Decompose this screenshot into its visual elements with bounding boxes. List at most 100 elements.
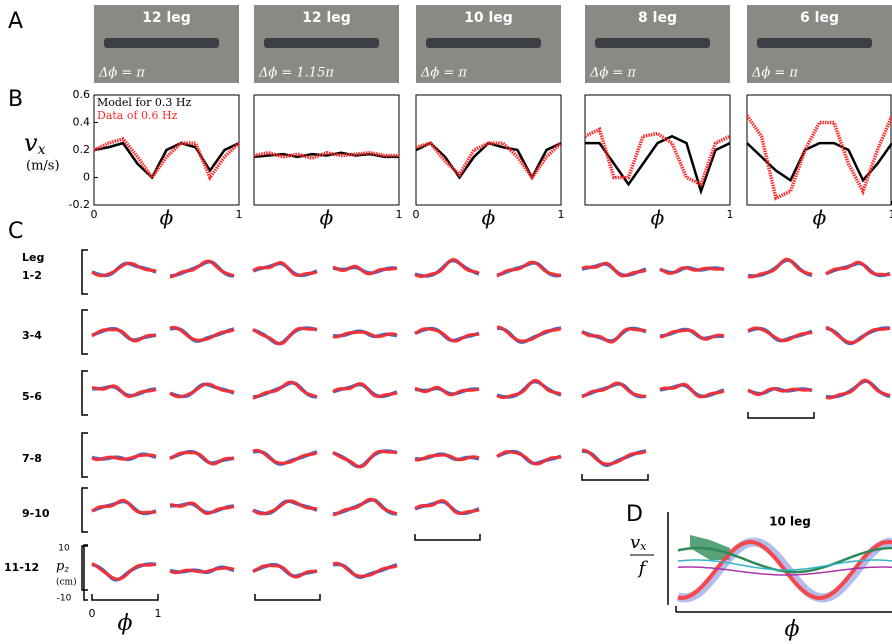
- trace: [581, 448, 647, 466]
- trace: [659, 266, 724, 276]
- symbol: v: [24, 129, 38, 157]
- robot: [104, 38, 219, 48]
- symbol: p: [56, 559, 65, 574]
- x-tick-label: 0: [91, 208, 98, 221]
- trace: [414, 498, 480, 516]
- y-tick-label: 0.4: [73, 116, 91, 129]
- series-line: [585, 134, 731, 196]
- trace: [414, 453, 480, 462]
- row-label: 9-10: [22, 507, 50, 520]
- y-axis-unit: (m/s): [26, 159, 60, 174]
- row-bracket: [81, 309, 88, 355]
- y-tick-label: -0.2: [69, 198, 90, 211]
- trace: [825, 378, 891, 400]
- y-tick-label: 0: [83, 171, 90, 184]
- subscript: z: [63, 565, 69, 575]
- trace: [414, 385, 480, 397]
- y-tick-label: 0.2: [73, 143, 91, 156]
- trace: [747, 326, 813, 343]
- y-tick-label: 10: [58, 544, 70, 554]
- plot-frame: [253, 94, 400, 206]
- row-bracket: [81, 487, 88, 533]
- axis-bracket: [83, 544, 88, 601]
- trace: [252, 380, 318, 400]
- panel-label: A: [8, 9, 23, 34]
- photo-title: 10 leg: [464, 10, 513, 26]
- trace: [496, 378, 562, 400]
- scale-bar: [254, 594, 321, 601]
- series-line: [253, 151, 399, 159]
- y-tick-label: 0.6: [73, 88, 91, 101]
- row-bracket: [81, 545, 88, 591]
- robot: [757, 38, 872, 48]
- trace: [414, 327, 480, 343]
- scale-bar: [91, 594, 159, 601]
- trace: [825, 260, 891, 277]
- trace: [170, 501, 235, 515]
- trace: [169, 325, 235, 342]
- series-line: [746, 141, 892, 183]
- trace: [825, 325, 891, 345]
- x-axis-label: ϕ: [651, 206, 665, 230]
- y-axis-label: vx: [24, 129, 46, 159]
- photo-title: 12 leg: [142, 10, 191, 26]
- legend-entry: Data of 0.6 Hz: [97, 109, 178, 122]
- y-axis-unit: (cm): [56, 577, 77, 588]
- row-label: 7-8: [22, 452, 42, 465]
- series-line: [253, 150, 399, 161]
- trace: [332, 497, 398, 517]
- trace: [169, 451, 235, 466]
- x-tick-label: 0: [413, 208, 420, 221]
- trace: [252, 326, 318, 346]
- trace: [747, 387, 812, 397]
- trace: [92, 384, 157, 398]
- x-axis-label: ϕ: [118, 611, 133, 636]
- trace: [252, 448, 318, 465]
- trace: [496, 450, 562, 466]
- x-tick-label: 1: [396, 208, 403, 221]
- series-line: [93, 137, 241, 182]
- d-curve: [677, 566, 892, 576]
- series-line: [415, 141, 562, 181]
- panel-label: C: [8, 219, 23, 244]
- plot-frame: [584, 94, 731, 206]
- trace: [332, 264, 398, 276]
- photo-phase: Δϕ = 1.15π: [258, 66, 334, 81]
- trace: [91, 562, 157, 581]
- robot: [595, 38, 710, 48]
- plot-frame: [746, 94, 892, 206]
- x-tick-label: 1: [558, 208, 565, 221]
- robot: [264, 38, 379, 48]
- symbol: v: [630, 532, 640, 553]
- trace: [496, 325, 562, 343]
- trace: [747, 257, 813, 279]
- trace: [91, 498, 157, 515]
- panel-label: B: [8, 87, 23, 112]
- row-header: Leg: [22, 251, 44, 264]
- y-axis-label: pz: [56, 559, 69, 575]
- x-axis-label: ϕ: [482, 206, 496, 230]
- subscript: x: [640, 540, 647, 553]
- row-label: 1-2: [22, 269, 42, 282]
- row-label: 5-6: [22, 390, 42, 403]
- scale-bar: [414, 534, 481, 541]
- series-line: [93, 141, 240, 180]
- trace: [169, 259, 235, 279]
- trace: [581, 327, 647, 344]
- photo-phase: Δϕ = π: [589, 66, 636, 81]
- x-tick-label: 1: [889, 208, 892, 221]
- trace: [332, 449, 397, 469]
- trace: [252, 260, 318, 277]
- trace: [91, 453, 157, 462]
- trace: [581, 261, 647, 278]
- x-tick-label: 1: [727, 208, 734, 221]
- d-numerator: vx: [630, 532, 647, 553]
- trace: [581, 381, 647, 399]
- axes: [667, 512, 892, 613]
- trace: [332, 561, 398, 578]
- d-denominator: f: [637, 558, 649, 579]
- x-axis-label: ϕ: [160, 206, 174, 230]
- panel-label: D: [626, 502, 643, 527]
- trace: [332, 381, 398, 399]
